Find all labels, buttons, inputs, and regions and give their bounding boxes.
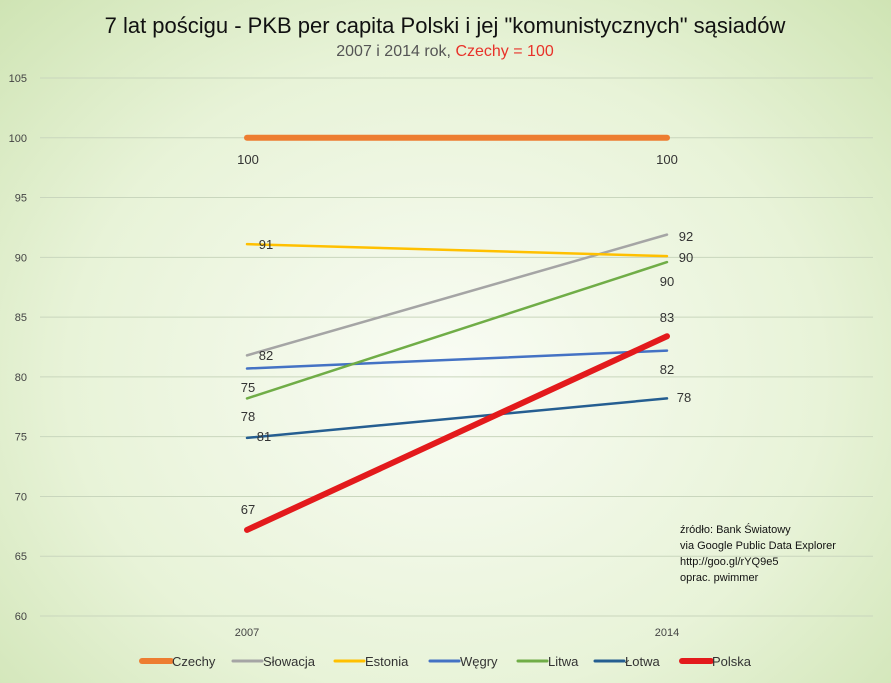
y-tick-label: 90 bbox=[15, 252, 27, 264]
data-label: 92 bbox=[679, 229, 693, 244]
y-tick-label: 95 bbox=[15, 193, 27, 205]
data-label: 83 bbox=[660, 310, 674, 325]
source-note-line: źródło: Bank Światowy bbox=[680, 523, 791, 536]
series-line-6 bbox=[244, 333, 670, 533]
y-tick-label: 80 bbox=[15, 372, 27, 384]
data-label: 82 bbox=[259, 348, 273, 363]
data-label: 67 bbox=[241, 502, 255, 517]
y-tick-label: 85 bbox=[15, 312, 27, 324]
legend-entry: Łotwa bbox=[625, 654, 660, 669]
series-line-2 bbox=[245, 242, 669, 258]
source-note-line: via Google Public Data Explorer bbox=[680, 540, 836, 552]
series-line-4 bbox=[245, 260, 669, 400]
data-label: 91 bbox=[259, 237, 273, 252]
legend-entry: Litwa bbox=[548, 654, 579, 669]
x-tick-label: 2007 bbox=[235, 627, 259, 639]
source-note-line: oprac. pwimmer bbox=[680, 572, 759, 584]
x-tick-label: 2014 bbox=[655, 627, 679, 639]
data-label: 100 bbox=[656, 152, 678, 167]
series-line-5 bbox=[245, 397, 669, 440]
data-label: 81 bbox=[257, 429, 271, 444]
series-line-3 bbox=[245, 349, 669, 370]
data-label: 90 bbox=[679, 250, 693, 265]
subtitle-baseline: Czechy = 100 bbox=[455, 43, 553, 60]
chart-subtitle: 2007 i 2014 rok, Czechy = 100 bbox=[336, 43, 554, 60]
chart-title: 7 lat pościgu - PKB per capita Polski i … bbox=[105, 13, 786, 38]
data-label: 75 bbox=[241, 380, 255, 395]
y-tick-label: 60 bbox=[15, 611, 27, 623]
y-tick-label: 105 bbox=[9, 73, 27, 85]
legend-entry: Węgry bbox=[460, 654, 498, 669]
data-label: 82 bbox=[660, 362, 674, 377]
data-label: 78 bbox=[241, 409, 255, 424]
y-tick-label: 65 bbox=[15, 551, 27, 563]
legend-entry: Słowacja bbox=[263, 654, 316, 669]
y-tick-label: 70 bbox=[15, 491, 27, 503]
legend-entry: Polska bbox=[712, 654, 752, 669]
y-tick-label: 100 bbox=[9, 133, 27, 145]
data-label: 90 bbox=[660, 274, 674, 289]
legend-entry: Czechy bbox=[172, 654, 216, 669]
series-line-1 bbox=[245, 233, 669, 357]
data-label: 78 bbox=[677, 390, 691, 405]
subtitle-years: 2007 i 2014 rok, bbox=[336, 43, 455, 60]
y-tick-label: 75 bbox=[15, 432, 27, 444]
data-label: 100 bbox=[237, 152, 259, 167]
source-note-line: http://goo.gl/rYQ9e5 bbox=[680, 556, 778, 568]
legend-entry: Estonia bbox=[365, 654, 409, 669]
